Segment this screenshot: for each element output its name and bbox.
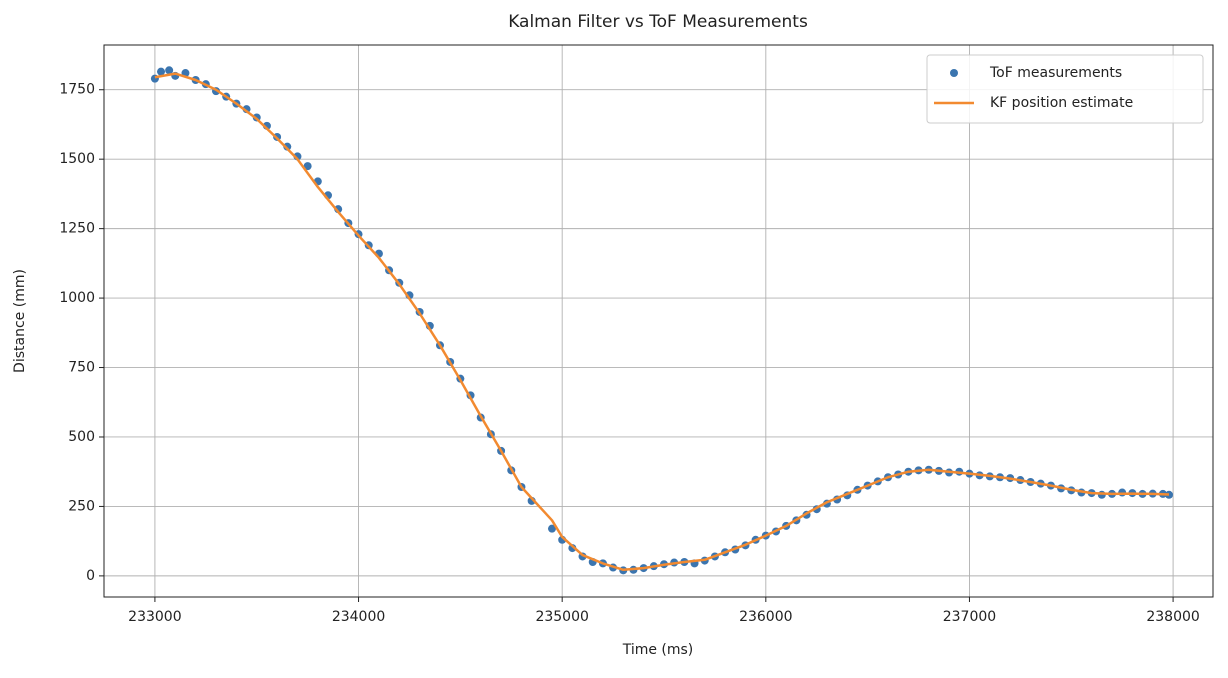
y-axis-label: Distance (mm): [12, 269, 28, 373]
y-tick-label: 750: [68, 360, 95, 376]
x-tick-label: 235000: [535, 609, 588, 625]
y-tick-label: 1250: [59, 221, 95, 237]
data-point: [157, 67, 166, 76]
data-point: [303, 162, 312, 171]
x-tick-label: 236000: [739, 609, 792, 625]
x-axis-label: Time (ms): [622, 642, 694, 658]
data-line: [154, 72, 1170, 572]
data-point: [283, 142, 292, 151]
y-tick-label: 500: [68, 429, 95, 445]
y-tick-label: 250: [68, 498, 95, 514]
legend-label: KF position estimate: [990, 95, 1133, 111]
y-tick-label: 1750: [59, 82, 95, 98]
y-tick-label: 0: [86, 568, 95, 584]
legend-marker: [950, 69, 958, 77]
x-tick-label: 238000: [1146, 609, 1199, 625]
legend-box: [926, 54, 1204, 124]
legend-label: ToF measurements: [989, 65, 1122, 81]
plot-frame: [103, 44, 1214, 598]
x-tick-label: 237000: [943, 609, 996, 625]
x-tick-label: 233000: [128, 609, 181, 625]
data-point: [568, 544, 577, 553]
data-point: [165, 66, 174, 75]
y-tick-label: 1500: [59, 151, 95, 167]
x-tick-label: 234000: [332, 609, 385, 625]
data-point: [547, 524, 556, 533]
data-point: [1165, 490, 1174, 499]
y-tick-label: 1000: [59, 290, 95, 306]
chart-title: Kalman Filter vs ToF Measurements: [508, 12, 808, 32]
